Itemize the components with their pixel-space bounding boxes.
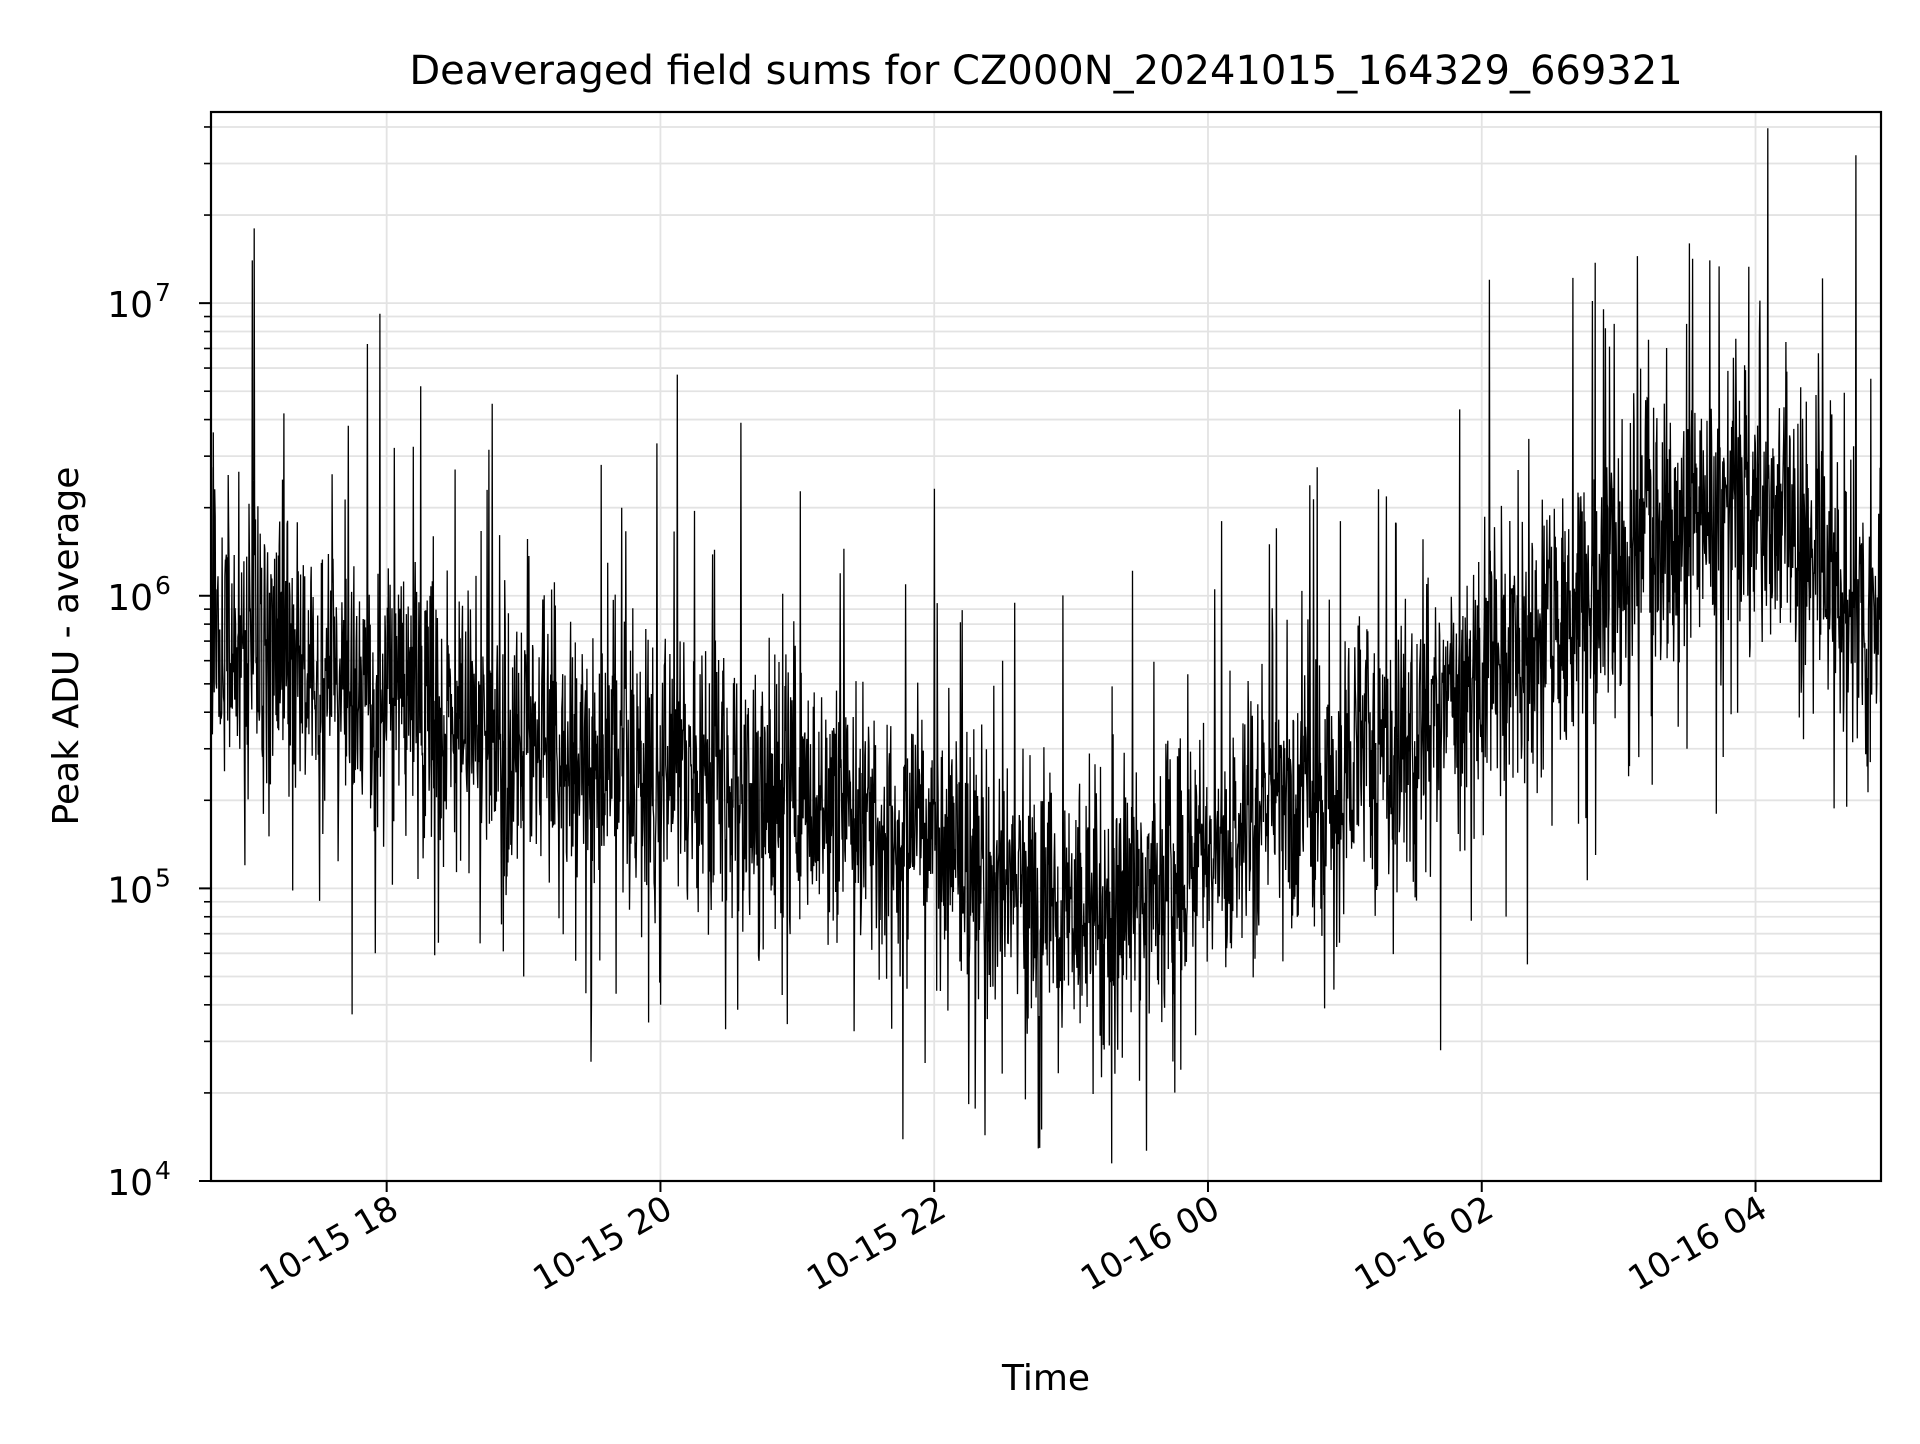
y-tick-label: 10: [107, 870, 153, 911]
y-tick-exponent: 5: [155, 863, 171, 892]
y-tick-exponent: 7: [155, 278, 171, 307]
y-tick-label: 10: [107, 1163, 153, 1204]
series-layer: [210, 128, 1882, 1164]
plot-frame: [209, 110, 1883, 1183]
y-tick-exponent: 6: [155, 571, 171, 600]
chart-title: Deaveraged field sums for CZ000N_2024101…: [409, 48, 1682, 94]
x-axis-label: Time: [1001, 1358, 1090, 1399]
y-tick-label: 10: [107, 285, 153, 326]
y-tick-exponent: 4: [155, 1156, 171, 1185]
y-tick-label: 10: [107, 578, 153, 619]
y-axis-label: Peak ADU - average: [46, 467, 87, 826]
series-line: [210, 128, 1882, 1164]
